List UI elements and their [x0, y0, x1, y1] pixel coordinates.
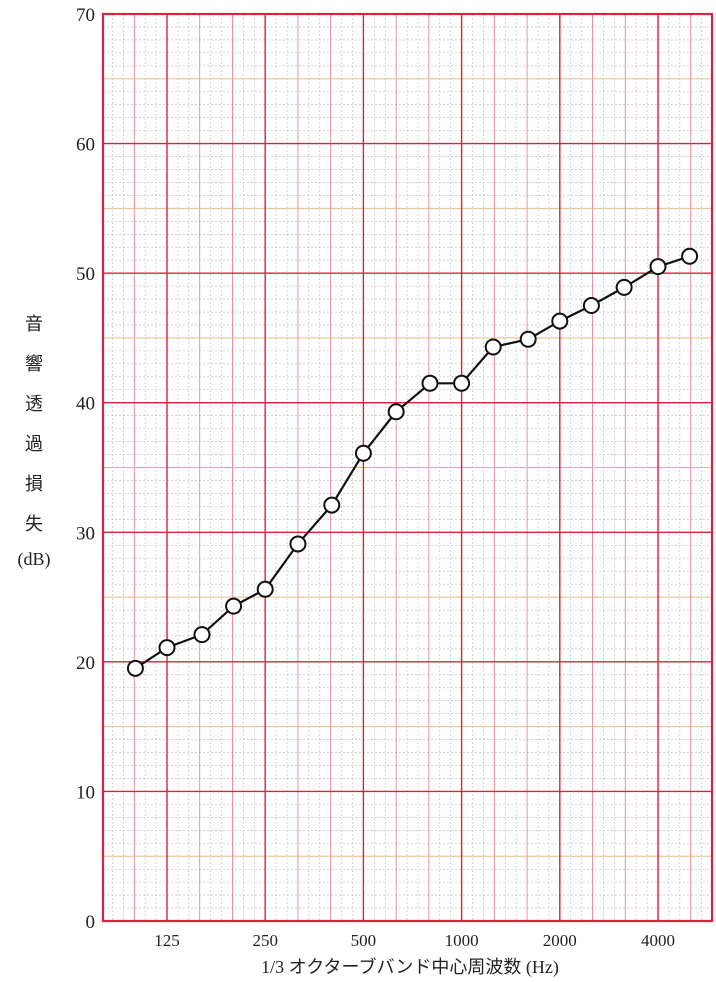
data-point: [421, 374, 439, 392]
data-point: [256, 580, 274, 598]
y-tick-label: 10: [76, 782, 95, 803]
data-point: [582, 297, 600, 315]
data-point: [453, 374, 471, 392]
data-point: [193, 626, 211, 644]
series-group: [126, 247, 699, 677]
data-point: [225, 597, 243, 615]
y-label-char: 失: [25, 514, 43, 534]
x-tick-label: 4000: [641, 931, 675, 950]
x-tick-label: 1000: [445, 931, 479, 950]
x-tick-label: 2000: [543, 931, 577, 950]
y-label-unit: (dB): [18, 549, 51, 570]
grid-mid: [103, 14, 712, 921]
data-point: [354, 444, 372, 462]
y-label-char: 透: [25, 394, 43, 414]
data-point: [323, 496, 341, 514]
y-tick-label: 50: [76, 264, 95, 285]
y-tick-label: 30: [76, 523, 95, 544]
data-point: [126, 659, 144, 677]
y-label-char: 損: [25, 474, 43, 494]
x-tick-labels: 125 250 500 1000 2000 4000: [154, 931, 675, 950]
series-line: [134, 255, 690, 670]
data-point: [615, 278, 633, 296]
data-point: [289, 535, 307, 553]
data-point: [158, 639, 176, 657]
x-tick-label: 500: [351, 931, 377, 950]
data-point: [681, 247, 699, 265]
data-point: [387, 403, 405, 421]
data-point: [551, 312, 569, 330]
data-point: [649, 258, 667, 276]
data-point: [519, 330, 537, 348]
y-label-char: 響: [25, 354, 43, 374]
x-tick-label: 250: [252, 931, 278, 950]
data-point: [484, 338, 502, 356]
y-tick-label: 60: [76, 135, 95, 156]
y-tick-label: 40: [76, 394, 95, 415]
y-tick-label: 70: [76, 5, 95, 26]
y-tick-labels: 0 10 20 30 40 50 60 70: [76, 5, 95, 933]
y-label-char: 過: [25, 434, 43, 454]
y-label-char: 音: [25, 314, 43, 334]
y-tick-label: 20: [76, 653, 95, 674]
x-tick-label: 125: [154, 931, 180, 950]
y-tick-label: 0: [86, 912, 96, 933]
plot-frame: [101, 12, 714, 923]
x-axis-label: 1/3 オクターブバンド中心周波数 (Hz): [261, 956, 559, 978]
